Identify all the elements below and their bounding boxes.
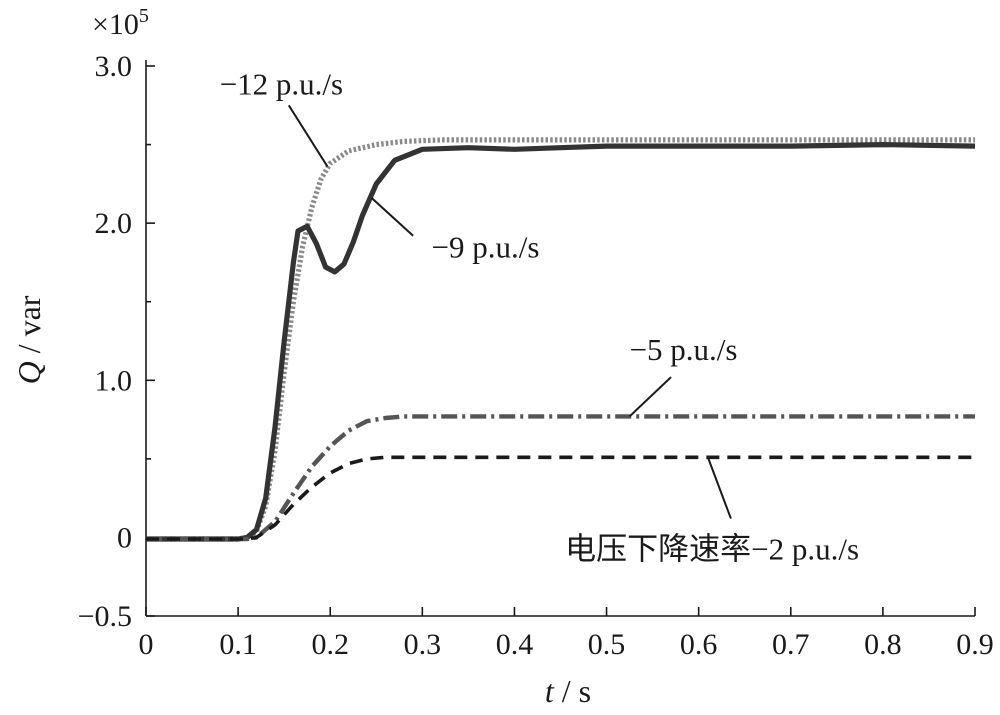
y-tick-label: −0.5 xyxy=(78,600,132,633)
x-tick-label: 0.9 xyxy=(956,628,994,661)
y-multiplier-exp: 5 xyxy=(139,5,149,27)
y-tick-label: 3.0 xyxy=(95,50,133,83)
annotation-leader xyxy=(372,198,413,236)
x-tick-label: 0.8 xyxy=(864,628,902,661)
y-axis-var: Q xyxy=(11,361,47,384)
y-tick-label: 2.0 xyxy=(95,207,133,240)
y-multiplier-base: 10 xyxy=(109,8,139,41)
series-layer xyxy=(146,140,975,539)
annotation-leader xyxy=(289,105,328,166)
x-axis-unit: / s xyxy=(554,673,591,709)
annotation-label: 电压下降速率−2 p.u./s xyxy=(565,531,859,566)
y-tick-label: 0 xyxy=(117,521,132,554)
annotation-label: −5 p.u./s xyxy=(630,332,738,367)
x-tick-label: 0.1 xyxy=(219,628,257,661)
y-multiplier-times: × xyxy=(92,8,109,41)
x-tick-label: 0.7 xyxy=(772,628,810,661)
x-tick-label: 0 xyxy=(139,628,154,661)
x-axis-label: t / s xyxy=(545,673,591,709)
x-tick-label: 0.6 xyxy=(680,628,718,661)
y-axis-label: Q / var xyxy=(11,295,47,384)
annotation-label: −12 p.u./s xyxy=(220,66,343,101)
x-tick-label: 0.5 xyxy=(588,628,626,661)
y-multiplier: ×105 xyxy=(92,5,149,41)
y-tick-label: 1.0 xyxy=(95,364,133,397)
y-axis-unit: / var xyxy=(11,295,47,361)
annotation-label: −9 p.u./s xyxy=(432,230,540,265)
annotation-leader xyxy=(630,377,671,416)
annotation-leader xyxy=(708,457,731,518)
x-tick-label: 0.3 xyxy=(404,628,442,661)
x-tick-label: 0.2 xyxy=(311,628,349,661)
series-line-1 xyxy=(146,145,975,539)
x-tick-label: 0.4 xyxy=(496,628,534,661)
